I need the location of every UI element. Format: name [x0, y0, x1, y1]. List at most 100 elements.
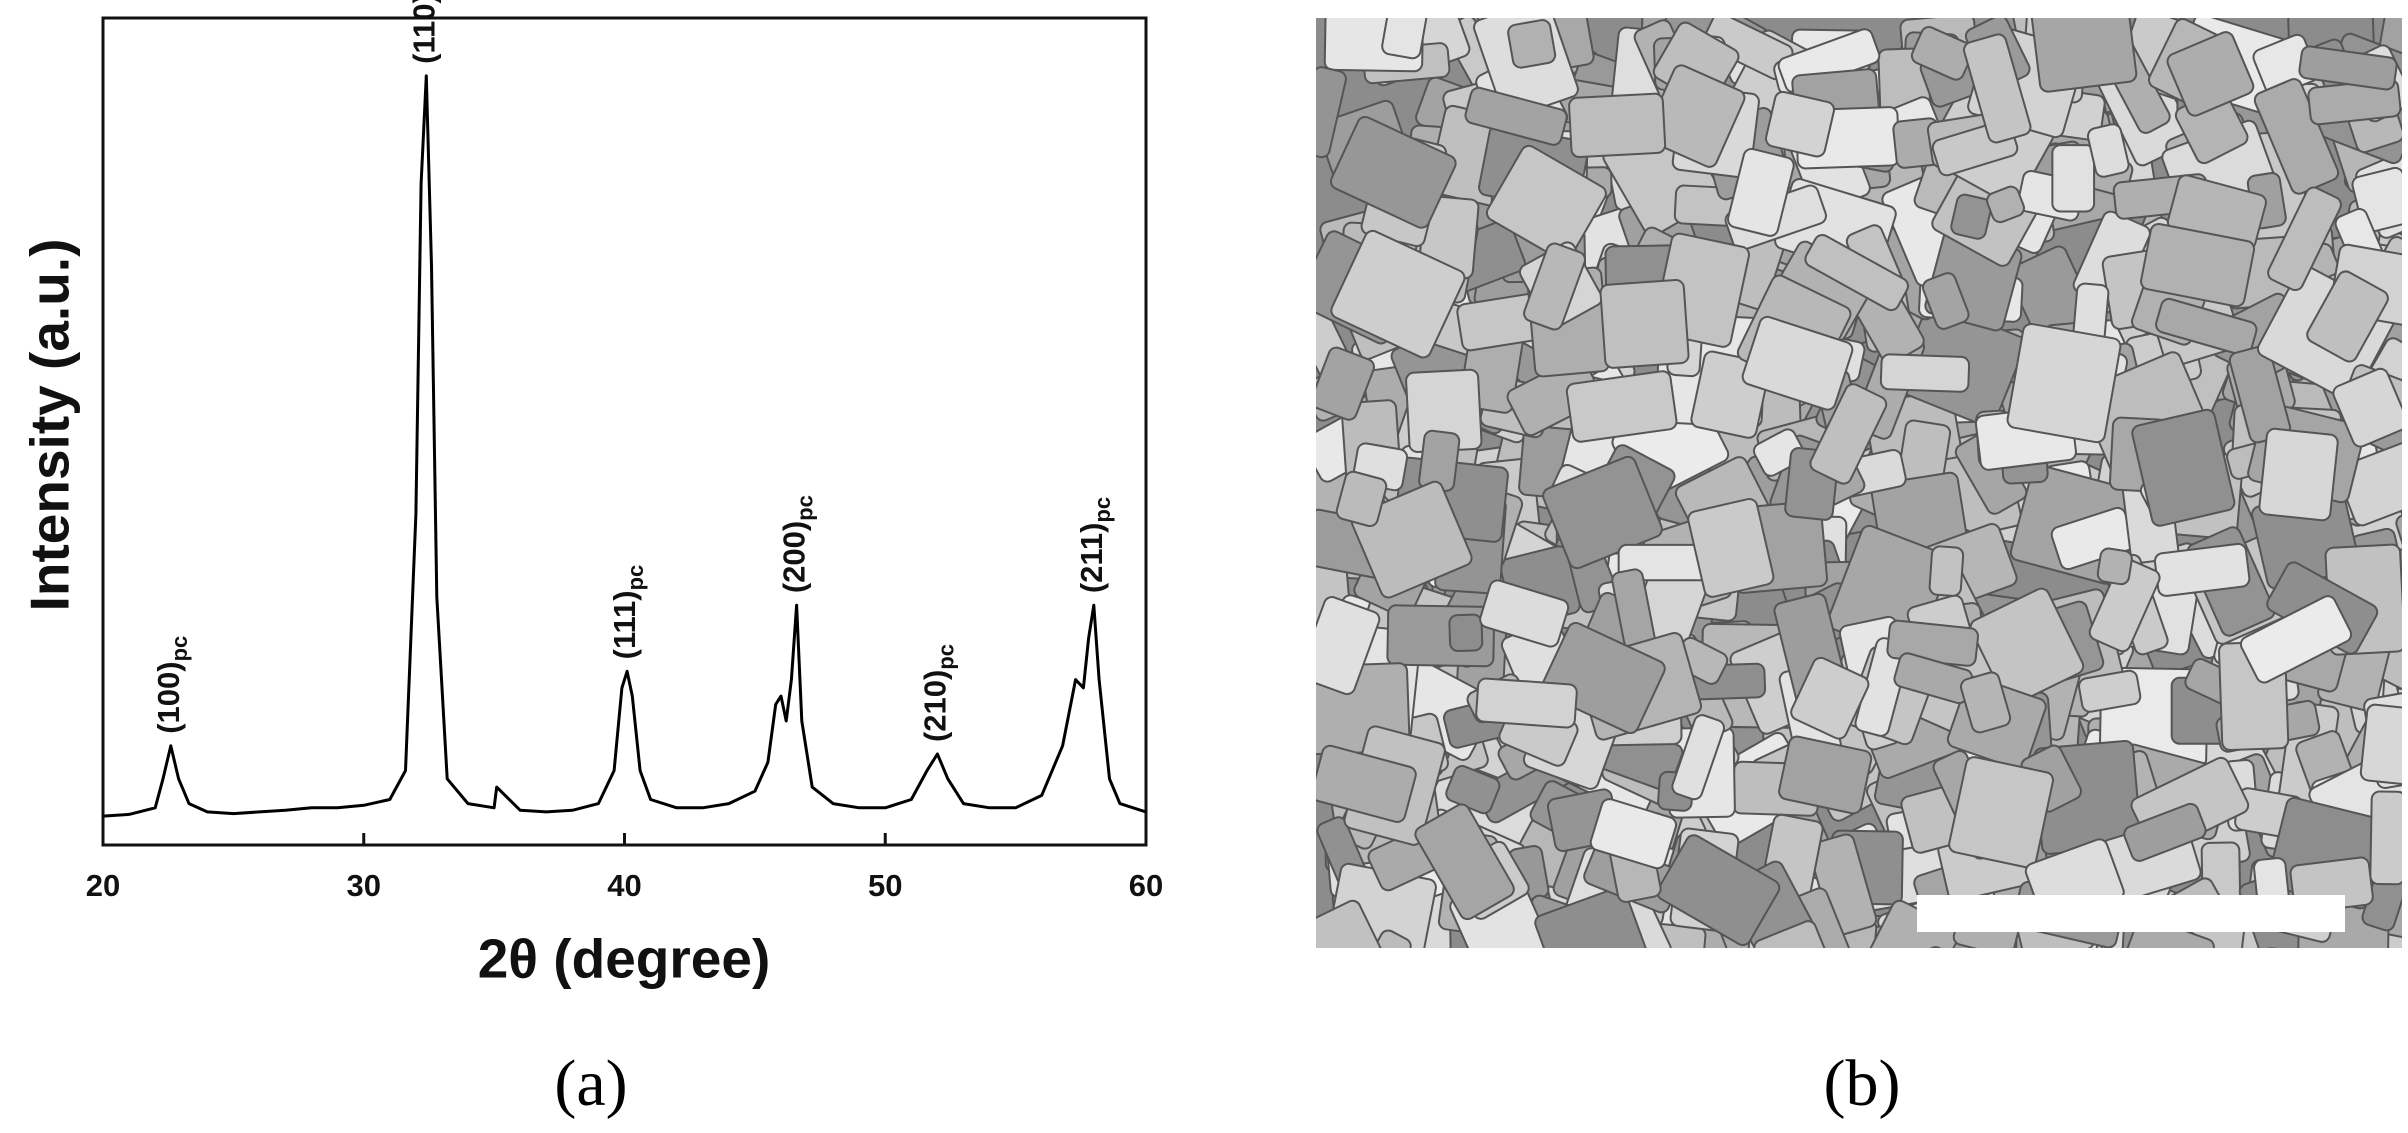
grain: [2369, 790, 2402, 886]
peak-label-main: (111): [607, 590, 642, 659]
grain: [1335, 470, 1388, 528]
grain: [1851, 940, 1964, 948]
grain: [1741, 315, 1854, 411]
grain: [1381, 18, 1429, 60]
grain: [2253, 78, 2340, 195]
grain: [1790, 656, 1870, 740]
peak-label-main: (211): [1074, 522, 1109, 593]
grain: [1316, 346, 1375, 421]
grain: [2006, 322, 2122, 444]
grain: [2359, 703, 2402, 786]
grain: [1475, 677, 1578, 729]
grain: [2298, 45, 2398, 91]
grain: [1986, 185, 2025, 224]
grain: [2308, 946, 2393, 948]
grain: [1804, 233, 1909, 312]
grain: [2255, 947, 2312, 948]
grain: [1464, 86, 1568, 146]
grain: [1753, 920, 1831, 948]
grain: [2166, 31, 2255, 117]
grain: [1599, 279, 1690, 369]
grain: [1350, 480, 1473, 599]
grain: [1589, 798, 1678, 870]
grain: [1565, 370, 1678, 443]
grain: [2095, 950, 2152, 1058]
x-tick-label: 30: [347, 868, 381, 903]
grain: [1485, 144, 1607, 262]
grain: [1589, 946, 1649, 948]
scale-bar: [1917, 895, 2345, 932]
x-tick-label: 40: [607, 868, 641, 903]
x-tick-label: 60: [1129, 868, 1163, 903]
peak-label: (111)pc: [607, 565, 648, 660]
peak-label: (210)pc: [918, 644, 959, 742]
grain: [1844, 947, 1891, 1009]
grain: [1568, 92, 1667, 159]
grain: [1745, 935, 1832, 948]
grain: [1330, 229, 1466, 359]
grain: [1687, 497, 1775, 598]
grain: [1765, 90, 1835, 158]
peak-label-main: (110): [407, 0, 442, 64]
grain: [1727, 147, 1795, 237]
caption: (a): [554, 1047, 627, 1120]
grain: [1507, 19, 1557, 69]
caption: (b): [1824, 1047, 1901, 1120]
peak-label-main: (200): [777, 521, 812, 593]
y-axis-label: Intensity (a.u.): [19, 239, 81, 612]
grain: [1534, 886, 1655, 948]
grain: [1316, 596, 1381, 696]
grain: [1479, 941, 1544, 948]
peak-label: (110)pc: [407, 0, 448, 64]
grain: [1778, 735, 1873, 815]
grain: [1887, 946, 2001, 948]
grain: [2286, 949, 2380, 999]
grain: [1873, 956, 1913, 1015]
grain: [1516, 942, 1596, 948]
grain: [1448, 613, 1484, 653]
grain: [1960, 671, 2012, 734]
grain: [1950, 193, 1993, 240]
grain: [1879, 353, 1971, 393]
grain: [1316, 66, 1347, 159]
grain: [1928, 545, 1965, 597]
grain: [2258, 427, 2339, 522]
peak-label-sub: pc: [1090, 497, 1115, 523]
grain: [2155, 297, 2258, 357]
data-line: [102, 74, 1147, 818]
grain: [1523, 242, 1587, 331]
grain: [1998, 949, 2089, 1017]
grain: [1316, 899, 1399, 948]
grain: [1948, 756, 2055, 869]
peak-label-sub: pc: [167, 636, 192, 662]
grain: [2123, 802, 2207, 862]
grain: [1671, 714, 1726, 801]
grain: [1351, 943, 1406, 948]
grain: [2051, 144, 2096, 213]
grain: [1656, 834, 1781, 947]
grain: [1860, 949, 1935, 1028]
grain: [2131, 408, 2236, 527]
grain: [1316, 744, 1417, 823]
grain: [2096, 547, 2133, 586]
grain: [2239, 595, 2353, 684]
peak-label: (211)pc: [1074, 497, 1115, 593]
peak-label-main: (100): [151, 661, 186, 733]
grain: [1809, 383, 1888, 485]
peak-label: (100)pc: [151, 636, 192, 734]
grain: [1963, 33, 2032, 144]
x-tick-label: 50: [868, 868, 902, 903]
grain: [1665, 947, 1785, 1080]
grain: [1485, 954, 1587, 1023]
peak-label-sub: pc: [623, 565, 648, 591]
peak-label-sub: pc: [792, 495, 817, 521]
grain: [2030, 18, 2138, 93]
x-tick-label: 20: [86, 868, 120, 903]
plot-frame: [101, 16, 1148, 847]
peak-label-sub: pc: [933, 644, 958, 670]
grain: [2140, 223, 2256, 308]
grain: [2088, 557, 2161, 653]
grain: [1341, 940, 1448, 948]
grain: [1479, 579, 1570, 648]
